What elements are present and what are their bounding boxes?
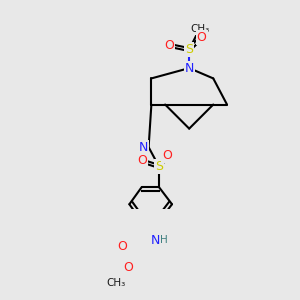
Text: O: O [162,149,172,162]
Text: CH₃: CH₃ [190,24,209,34]
Text: N: N [139,141,148,154]
Text: S: S [185,43,193,56]
Text: O: O [196,31,206,44]
Text: O: O [164,39,174,52]
Text: H: H [141,142,148,152]
Text: O: O [137,154,147,167]
Text: S: S [155,160,163,173]
Text: N: N [184,61,194,75]
Text: H: H [160,235,168,245]
Text: N: N [151,233,160,247]
Text: CH₃: CH₃ [106,278,125,288]
Text: O: O [123,261,133,274]
Text: O: O [118,240,128,254]
